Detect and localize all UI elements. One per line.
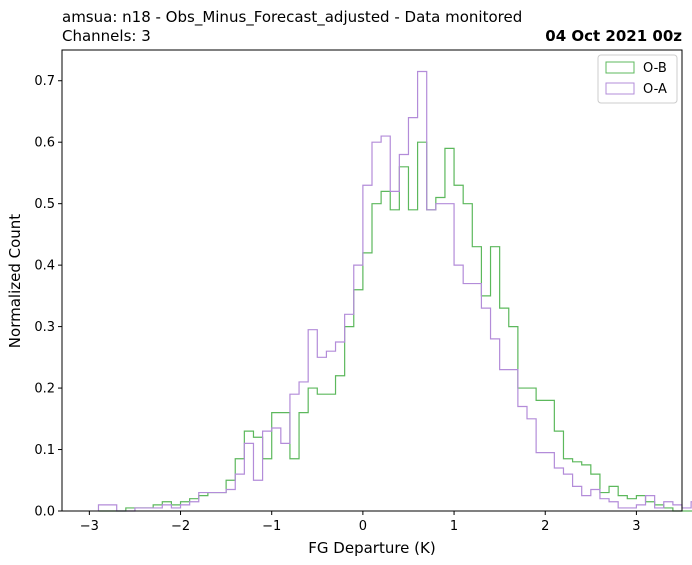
y-tick-label: 0.4 <box>34 259 55 274</box>
legend-label-oa: O-A <box>643 82 667 97</box>
x-tick-label: 3 <box>632 519 640 534</box>
histogram-series-ob <box>98 141 692 512</box>
x-tick-label: −1 <box>262 519 281 534</box>
x-axis-label: FG Departure (K) <box>308 539 435 557</box>
chart-date: 04 Oct 2021 00z <box>545 27 682 45</box>
legend-swatch-oa <box>605 82 635 95</box>
chart-subtitle: Channels: 3 <box>62 27 151 45</box>
x-tick-label: 0 <box>359 519 367 534</box>
y-tick-label: 0.3 <box>34 320 55 335</box>
y-tick-label: 0.1 <box>34 443 55 458</box>
plot-frame <box>61 49 683 512</box>
histogram-series-oa <box>97 70 692 512</box>
y-tick-label: 0.7 <box>34 74 55 89</box>
legend-label-ob: O-B <box>643 61 667 76</box>
x-tick-label: 1 <box>450 519 458 534</box>
x-tick-label: 2 <box>541 519 549 534</box>
y-tick-label: 0.5 <box>34 197 55 212</box>
plot-area: −3 −2 −1 0 1 2 3 0.0 0.1 0.2 0.3 0.4 0.5 0.6 0.7 <box>34 49 692 534</box>
legend: O-B O-A <box>597 54 678 104</box>
y-tick-label: 0.0 <box>34 505 55 520</box>
axis-ticks: −3 −2 −1 0 1 2 3 0.0 0.1 0.2 0.3 0.4 0.5 0.6 0.7 <box>34 74 640 534</box>
legend-box <box>597 54 678 104</box>
x-tick-label: −2 <box>171 519 190 534</box>
chart-title: amsua: n18 - Obs_Minus_Forecast_adjusted… <box>62 8 522 27</box>
y-tick-label: 0.6 <box>34 136 55 151</box>
y-tick-label: 0.2 <box>34 382 55 397</box>
x-tick-label: −3 <box>80 519 99 534</box>
histogram-series <box>97 70 692 512</box>
legend-swatch-ob <box>605 61 635 74</box>
y-axis-label: Normalized Count <box>6 214 24 348</box>
